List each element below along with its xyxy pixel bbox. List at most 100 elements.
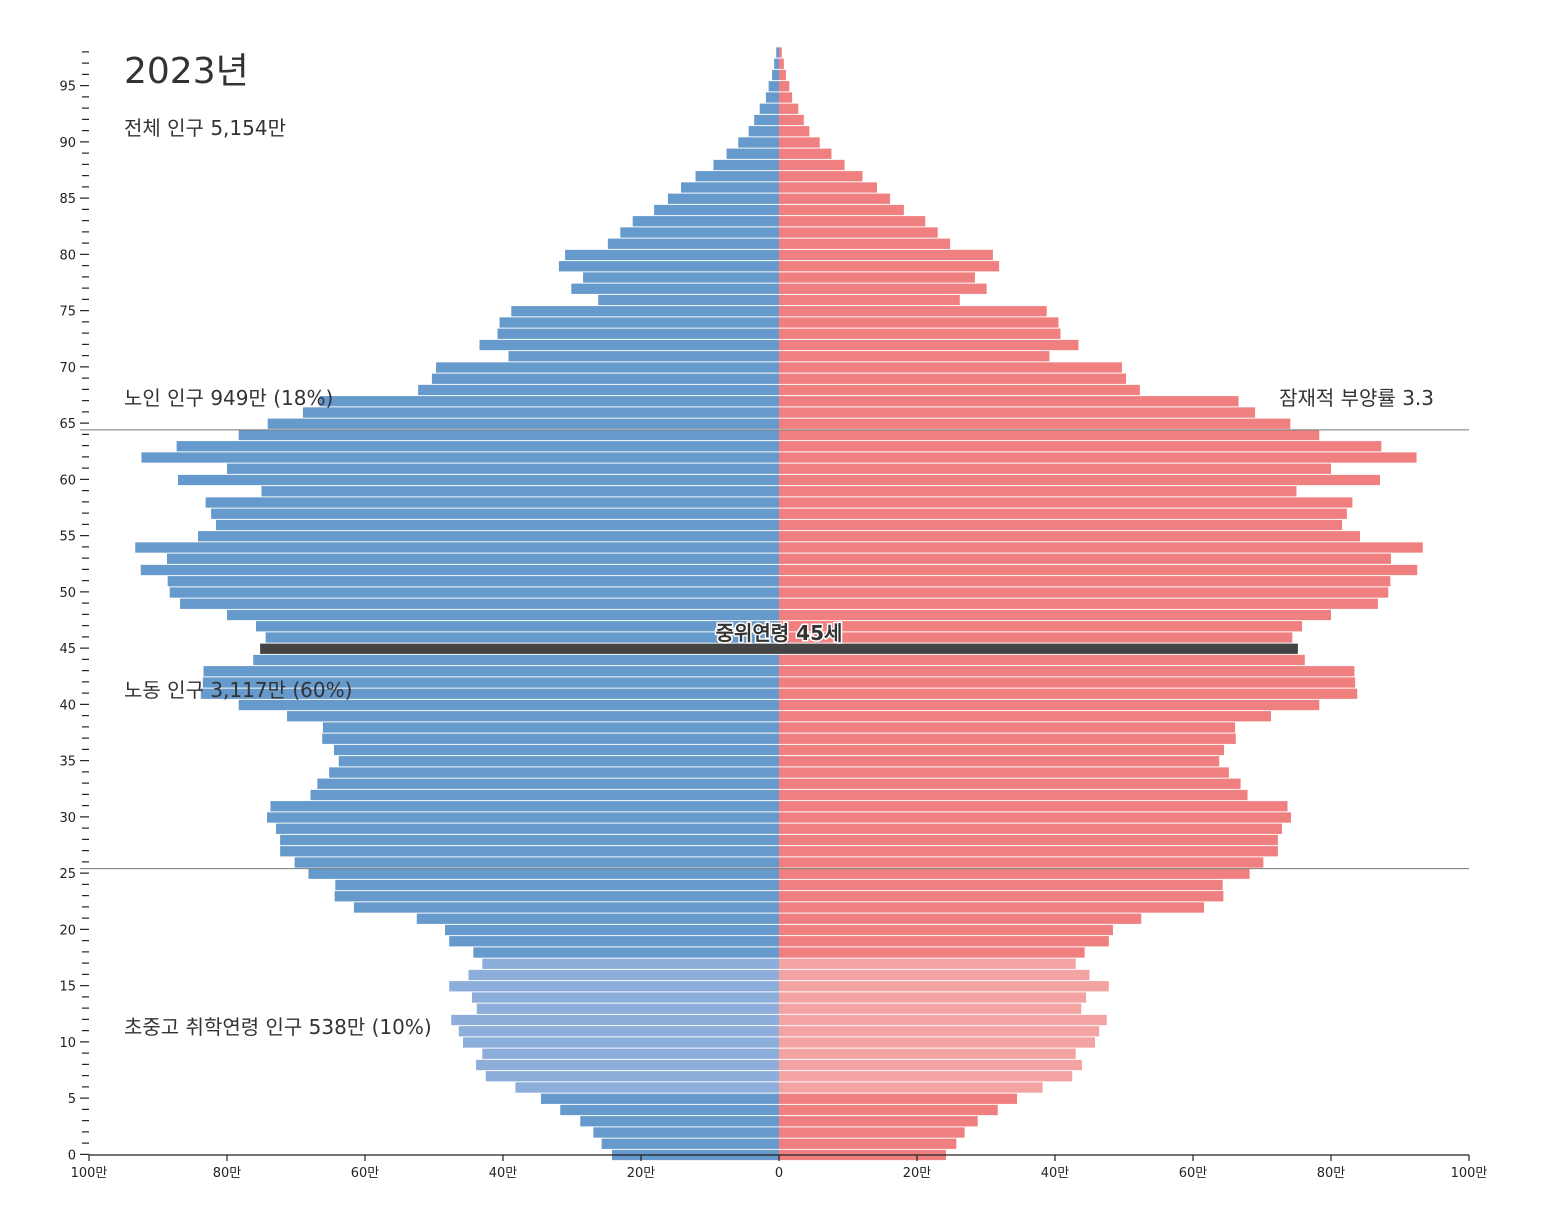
male-bar-age-33 xyxy=(317,778,779,789)
y-tick-label: 75 xyxy=(59,305,76,320)
male-bar-age-52 xyxy=(140,564,779,576)
year-title: 2023년 xyxy=(124,51,249,92)
female-bar-age-92 xyxy=(779,114,804,126)
female-bar-age-29 xyxy=(779,823,1283,834)
x-tick-label: 100만 xyxy=(71,1166,108,1181)
female-bar-age-87 xyxy=(779,171,863,182)
male-bar-age-51 xyxy=(167,576,779,587)
male-bar-age-43 xyxy=(203,666,780,677)
male-bar-age-53 xyxy=(166,553,780,564)
male-bar-age-63 xyxy=(176,441,779,452)
male-bar-age-41 xyxy=(200,688,779,699)
female-bar-age-76 xyxy=(779,294,960,306)
female-bar-age-14 xyxy=(779,992,1087,1003)
male-bar-age-35 xyxy=(338,756,779,767)
female-bar-age-58 xyxy=(779,497,1353,508)
female-bar-age-62 xyxy=(779,452,1417,463)
female-bar-age-46 xyxy=(779,632,1293,643)
male-bar-age-54 xyxy=(135,542,780,553)
y-tick-label: 50 xyxy=(59,586,76,601)
male-bar-age-27 xyxy=(280,846,779,857)
y-tick-label: 25 xyxy=(59,867,76,882)
male-bars xyxy=(135,47,780,1161)
male-bar-age-34 xyxy=(329,767,779,778)
y-tick-label: 80 xyxy=(59,248,76,263)
female-bar-age-68 xyxy=(779,384,1140,396)
female-bar-age-98 xyxy=(779,47,782,58)
male-bar-age-31 xyxy=(270,801,779,812)
y-tick-label: 5 xyxy=(68,1092,76,1107)
y-tick-label: 40 xyxy=(59,698,76,713)
female-bar-age-49 xyxy=(779,598,1378,609)
male-bar-age-66 xyxy=(302,407,779,418)
female-bar-age-70 xyxy=(779,362,1122,373)
female-bar-age-2 xyxy=(779,1127,965,1138)
x-tick-label: 40만 xyxy=(1041,1166,1070,1181)
female-bar-age-25 xyxy=(779,868,1250,879)
y-tick-label: 45 xyxy=(59,642,76,657)
male-bar-age-87 xyxy=(695,171,779,182)
male-bar-age-21 xyxy=(416,913,779,924)
male-bar-age-85 xyxy=(667,193,779,204)
male-bar-age-29 xyxy=(275,823,779,834)
x-axis: 100만 80만 60만 40만 20만 0 20만 40만 60만 80만 100만 xyxy=(71,1154,1487,1181)
male-bar-age-19 xyxy=(449,936,779,947)
y-tick-label: 65 xyxy=(59,417,76,432)
male-bar-age-6 xyxy=(515,1082,779,1093)
male-bar-age-60 xyxy=(178,474,779,486)
female-bar-age-37 xyxy=(779,733,1236,744)
female-bar-age-23 xyxy=(779,891,1224,902)
male-bar-age-57 xyxy=(211,508,779,519)
male-bar-age-79 xyxy=(558,261,779,272)
female-bar-age-34 xyxy=(779,767,1229,778)
y-tick-label: 85 xyxy=(59,192,76,207)
male-bar-age-40 xyxy=(238,699,780,711)
female-bar-age-55 xyxy=(779,531,1360,542)
male-bar-age-36 xyxy=(333,744,779,756)
female-bar-age-27 xyxy=(779,846,1278,857)
male-bar-age-42 xyxy=(202,677,780,688)
male-bar-age-59 xyxy=(261,486,779,497)
male-bar-age-18 xyxy=(473,947,779,958)
male-bar-age-71 xyxy=(508,351,779,362)
female-bar-age-84 xyxy=(779,204,904,216)
y-tick-label: 35 xyxy=(59,755,76,770)
male-bar-age-49 xyxy=(180,598,779,609)
female-bar-age-15 xyxy=(779,981,1109,992)
dependency-ratio-label: 잠재적 부양률 3.3 xyxy=(1279,386,1434,410)
female-bar-age-78 xyxy=(779,272,975,283)
male-bar-age-39 xyxy=(287,711,779,722)
female-bar-age-60 xyxy=(779,474,1380,486)
male-bar-age-86 xyxy=(681,182,779,193)
male-bar-age-10 xyxy=(462,1037,779,1048)
female-bar-age-63 xyxy=(779,441,1382,452)
female-bar-age-97 xyxy=(779,58,784,69)
male-bar-age-17 xyxy=(482,958,779,969)
male-bar-age-97 xyxy=(774,58,779,69)
x-tick-label: 80만 xyxy=(213,1166,242,1181)
male-bar-age-90 xyxy=(738,137,779,148)
female-bar-age-50 xyxy=(779,587,1389,598)
female-bar-age-18 xyxy=(779,947,1085,958)
school-age-population-label: 초중고 취학연령 인구 538만 (10%) xyxy=(124,1015,432,1039)
male-bar-age-37 xyxy=(322,733,779,744)
female-bar-age-65 xyxy=(779,418,1291,429)
female-bar-age-19 xyxy=(779,936,1109,947)
female-bar-age-93 xyxy=(779,103,799,114)
y-tick-label: 60 xyxy=(59,473,76,488)
male-bar-age-64 xyxy=(238,429,780,441)
male-bar-age-5 xyxy=(540,1093,779,1104)
male-bar-age-9 xyxy=(482,1048,779,1059)
y-tick-label: 20 xyxy=(59,923,76,938)
male-bar-age-12 xyxy=(451,1014,779,1026)
male-bar-age-26 xyxy=(294,857,779,868)
female-bar-age-82 xyxy=(779,227,938,238)
y-tick-label: 55 xyxy=(59,530,76,545)
male-bar-age-30 xyxy=(267,812,779,823)
female-bar-age-80 xyxy=(779,249,993,261)
x-tick-label: 20만 xyxy=(903,1166,932,1181)
female-bar-age-72 xyxy=(779,339,1079,351)
y-tick-label: 10 xyxy=(59,1036,76,1051)
median-age-label: 중위연령 45세 xyxy=(716,621,843,645)
y-tick-label: 95 xyxy=(59,80,76,95)
